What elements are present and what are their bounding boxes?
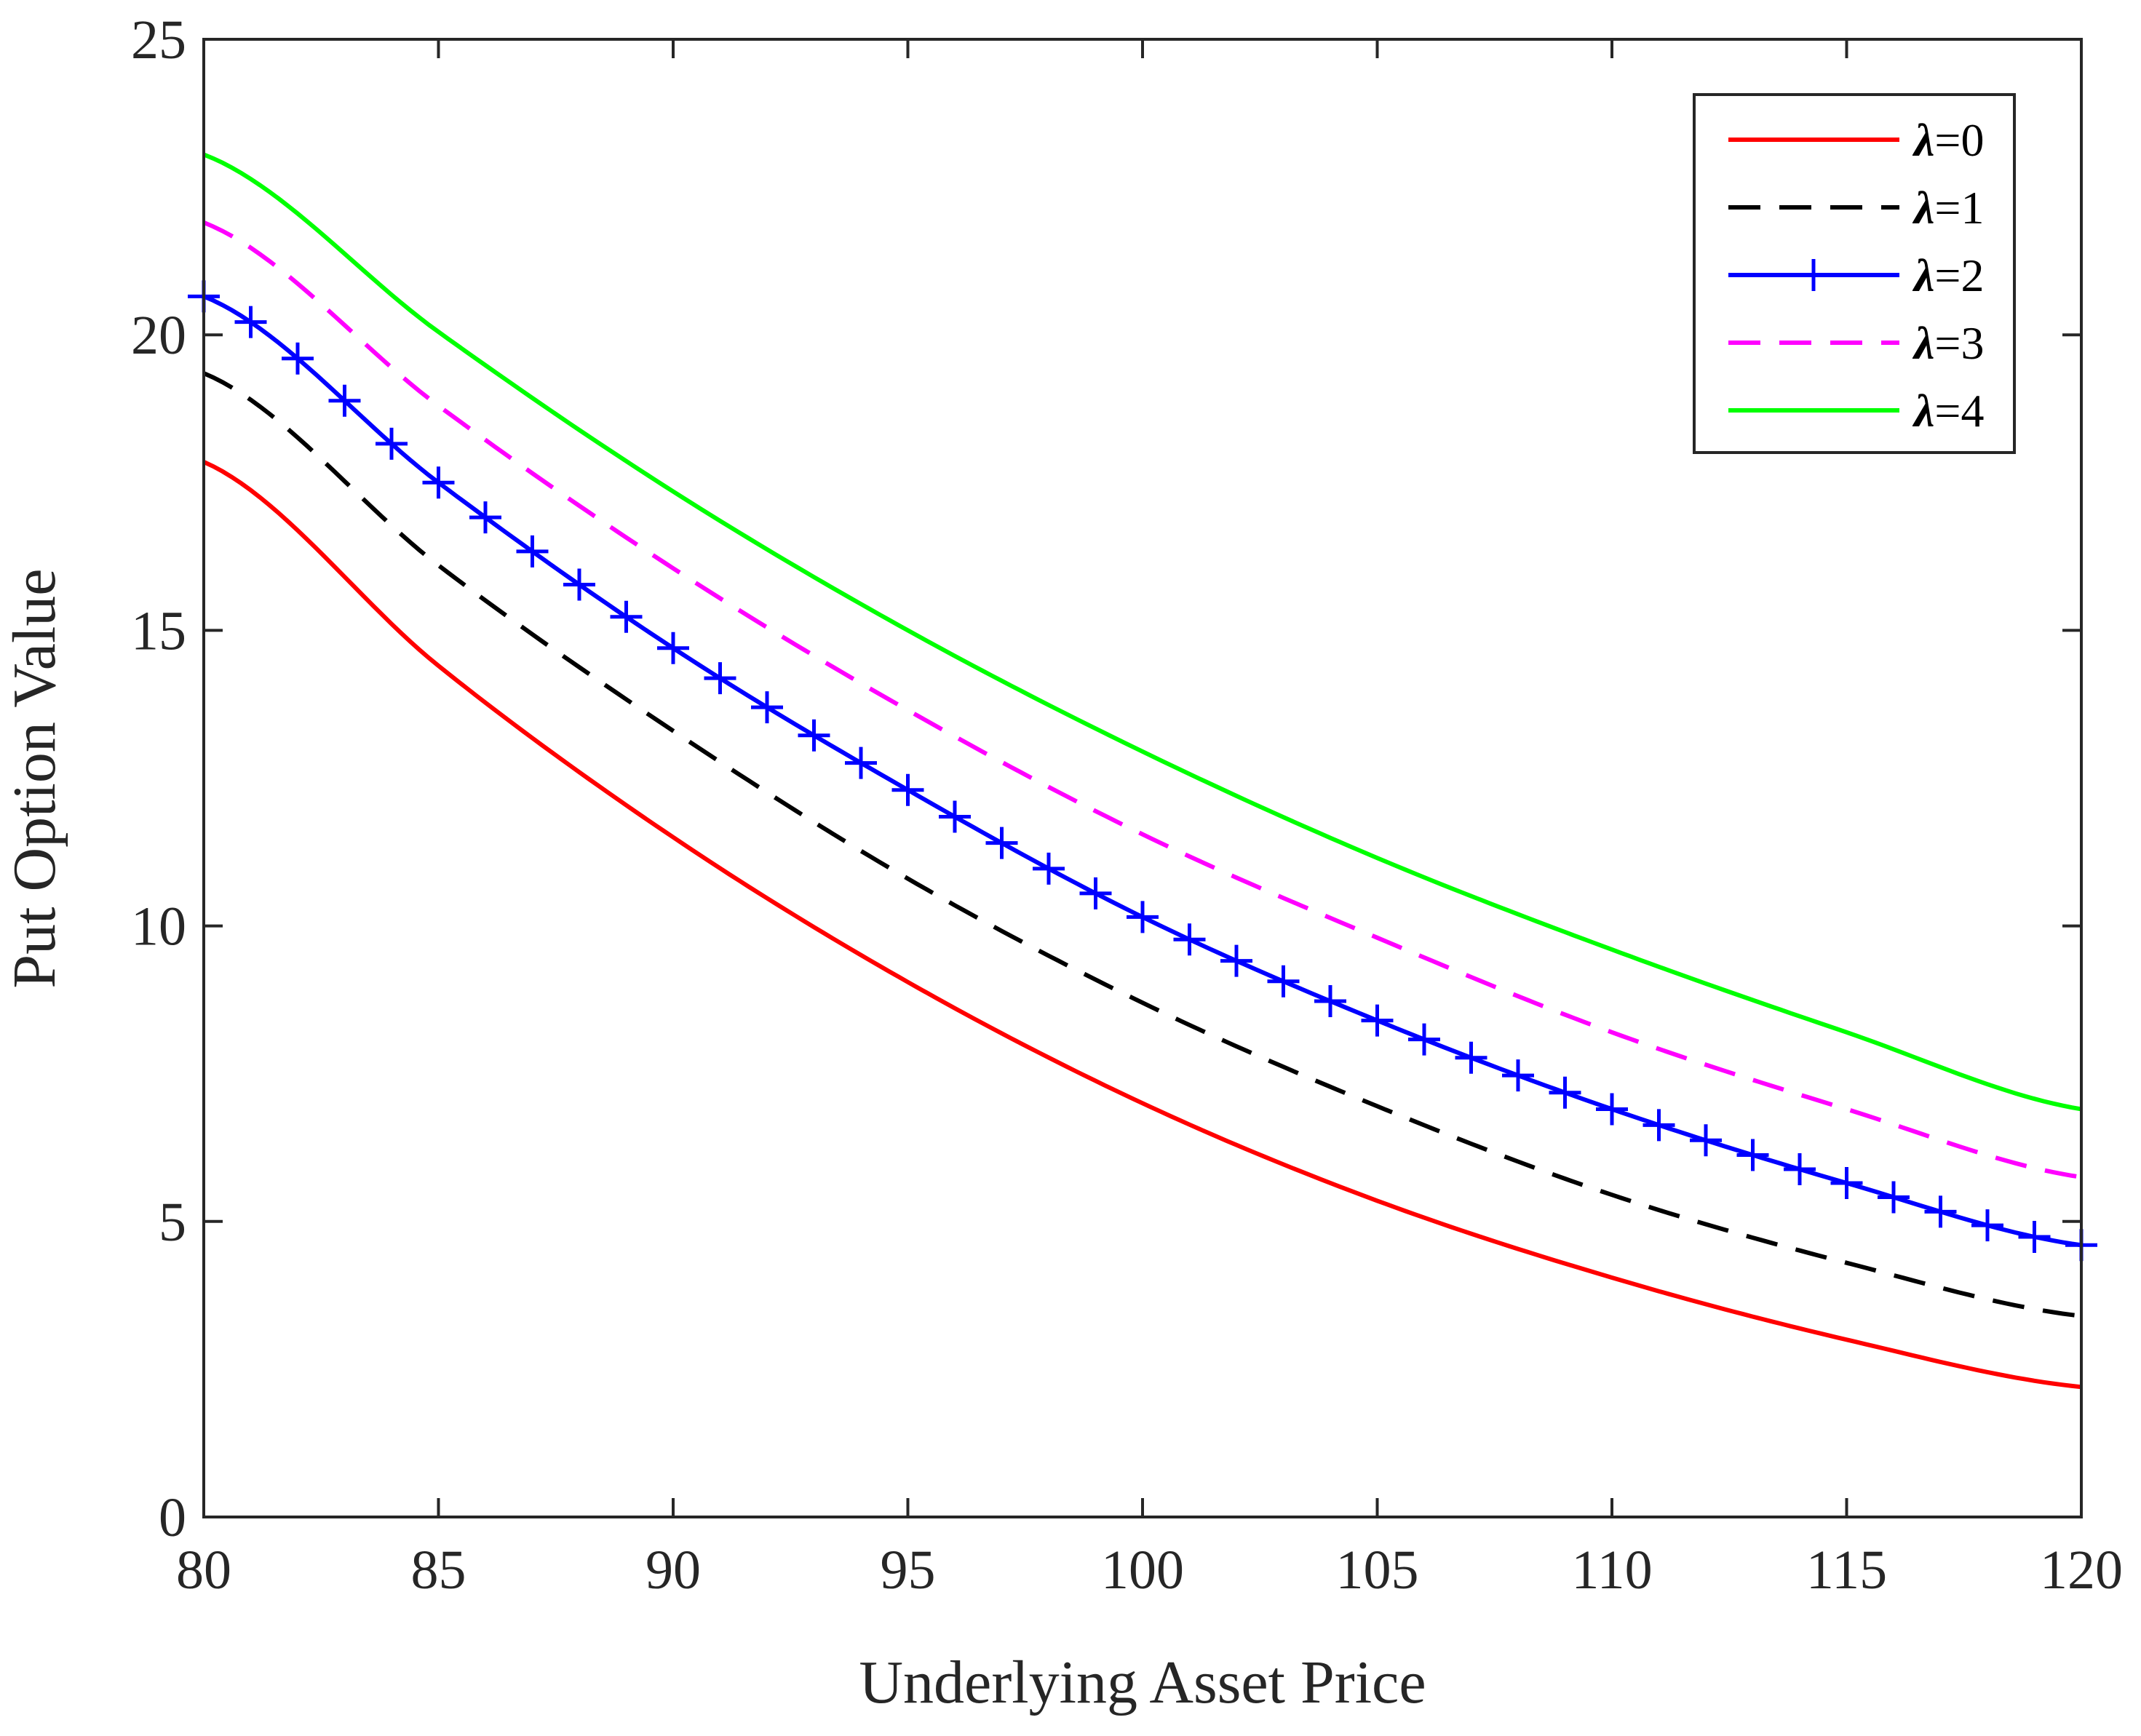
series-marker-2 — [1596, 1093, 1628, 1126]
legend: λ=0λ=1λ=2λ=3λ=4 — [1693, 93, 2016, 454]
series-marker-2 — [1878, 1181, 1910, 1214]
series-marker-2 — [1455, 1041, 1487, 1074]
x-tick-label: 100 — [1101, 1540, 1184, 1601]
series-marker-2 — [798, 719, 830, 752]
series-marker-2 — [234, 306, 267, 338]
legend-value-3: =3 — [1934, 317, 1984, 369]
series-line-4 — [202, 152, 2082, 1112]
series-marker-2 — [939, 800, 971, 833]
series-marker-2 — [1314, 984, 1346, 1017]
series-line-0 — [202, 460, 2082, 1390]
series-marker-2 — [657, 632, 689, 664]
y-tick-label: 20 — [131, 305, 186, 366]
x-axis-ticks: 80 85 90 95 100 105 110 115 120 — [176, 39, 2123, 1601]
legend-label-4: λ=4 — [1912, 385, 1985, 437]
legend-symbol-2: λ — [1912, 250, 1934, 301]
series-marker-2 — [1924, 1195, 1957, 1228]
x-tick-label: 120 — [2040, 1540, 2123, 1601]
series-marker-2 — [1830, 1166, 1863, 1199]
series-marker-2 — [1736, 1139, 1769, 1171]
series-marker-2 — [751, 691, 783, 724]
x-tick-label: 80 — [176, 1540, 231, 1601]
legend-value-4: =4 — [1934, 385, 1984, 437]
x-tick-label: 90 — [646, 1540, 701, 1601]
series-marker-2 — [1033, 852, 1065, 885]
y-axis-ticks: 0 5 10 15 20 25 — [131, 9, 2081, 1548]
series-marker-2 — [610, 600, 643, 633]
series-marker-2 — [1690, 1124, 1722, 1157]
x-tick-label: 85 — [411, 1540, 466, 1601]
legend-value-1: =1 — [1934, 182, 1984, 234]
series-marker-2 — [328, 384, 361, 417]
series-marker-2 — [376, 427, 408, 460]
legend-label-1: λ=1 — [1912, 182, 1985, 234]
series-marker-2 — [1267, 965, 1300, 998]
legend-symbol-1: λ — [1912, 182, 1934, 234]
series-marker-2 — [1549, 1076, 1581, 1109]
legend-label-2: λ=2 — [1912, 250, 1985, 301]
y-tick-label: 25 — [131, 9, 186, 71]
y-tick-label: 15 — [131, 600, 186, 661]
series-marker-2 — [563, 568, 595, 601]
series-3 — [202, 220, 2082, 1179]
legend-marker-2 — [1798, 259, 1830, 291]
series-marker-2 — [469, 501, 501, 534]
series-marker-2 — [1643, 1109, 1675, 1142]
series-line-1 — [202, 371, 2082, 1318]
plot-series — [188, 152, 2097, 1390]
series-marker-2 — [516, 535, 549, 568]
series-marker-2 — [845, 746, 877, 779]
legend-value-2: =2 — [1934, 250, 1984, 301]
series-2 — [188, 280, 2097, 1262]
series-marker-2 — [1361, 1004, 1394, 1037]
series-marker-2 — [891, 773, 924, 806]
series-marker-2 — [1127, 901, 1159, 933]
series-marker-2 — [704, 662, 736, 695]
x-tick-label: 115 — [1806, 1540, 1887, 1601]
legend-symbol-4: λ — [1912, 385, 1934, 437]
series-0 — [202, 460, 2082, 1390]
series-marker-2 — [1502, 1059, 1534, 1092]
series-marker-2 — [1784, 1153, 1816, 1186]
legend-label-3: λ=3 — [1912, 317, 1985, 369]
series-marker-2 — [985, 827, 1018, 859]
legend-symbol-0: λ — [1912, 114, 1934, 166]
series-marker-2 — [282, 342, 314, 375]
y-tick-label: 10 — [131, 896, 186, 957]
x-tick-label: 110 — [1571, 1540, 1652, 1601]
y-axis-label: Put Option Value — [1, 568, 68, 988]
legend-label-0: λ=0 — [1912, 114, 1985, 166]
series-marker-2 — [2018, 1220, 2051, 1253]
series-marker-2 — [1173, 923, 1206, 956]
series-1 — [202, 371, 2082, 1318]
series-marker-2 — [1971, 1209, 2003, 1242]
legend-value-0: =0 — [1934, 114, 1984, 166]
series-4 — [202, 152, 2082, 1112]
y-tick-label: 0 — [159, 1487, 186, 1548]
x-tick-label: 105 — [1336, 1540, 1419, 1601]
x-axis-label: Underlying Asset Price — [859, 1649, 1426, 1716]
series-marker-2 — [1408, 1023, 1440, 1056]
x-tick-label: 95 — [881, 1540, 936, 1601]
series-line-3 — [202, 220, 2082, 1179]
y-tick-label: 5 — [159, 1192, 186, 1253]
series-marker-2 — [422, 466, 455, 499]
series-marker-2 — [1079, 877, 1112, 909]
legend-symbol-3: λ — [1912, 317, 1934, 369]
series-marker-2 — [1220, 944, 1252, 977]
